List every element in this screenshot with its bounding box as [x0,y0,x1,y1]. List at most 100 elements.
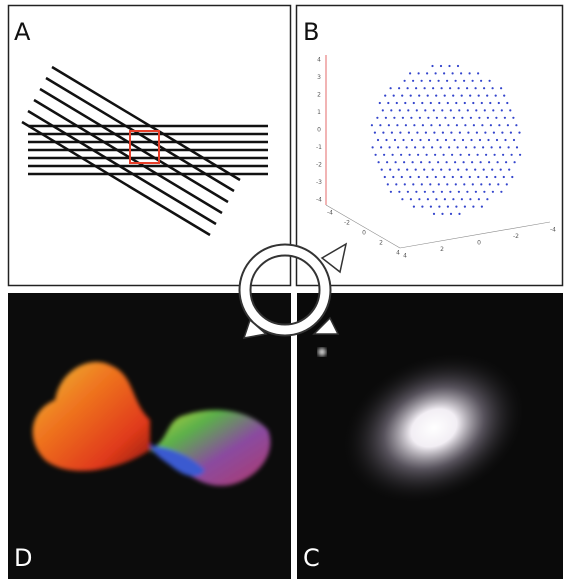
lattice-point [448,65,450,67]
lattice-point [418,72,420,74]
lattice-point [432,169,434,171]
lattice-point [465,146,467,148]
lattice-point [430,102,432,104]
lattice-point [433,132,435,134]
lattice-point [513,139,515,141]
lattice-point [455,206,457,208]
lattice-point [474,146,476,148]
lattice-point [390,109,392,111]
lattice-point [466,191,468,193]
lattice-point [399,109,401,111]
lattice-point [392,154,394,156]
tick-label: 0 [317,127,321,134]
lattice-point [438,80,440,82]
lattice-point [429,161,431,163]
lattice-point [440,146,442,148]
lattice-point [472,80,474,82]
lattice-point [500,169,502,171]
lattice-point [422,124,424,126]
lattice-point [441,109,443,111]
lattice-point [450,213,452,215]
lattice-point [485,154,487,156]
lattice-point [460,72,462,74]
lattice-point [395,183,397,185]
lattice-point [490,124,492,126]
tick-label: 4 [317,57,321,64]
tick-label: -2 [344,220,350,227]
lattice-point [508,146,510,148]
lattice-point [444,95,446,97]
lattice-point [438,183,440,185]
lattice-point [424,109,426,111]
panel-label: A [14,18,31,46]
lattice-point [385,117,387,119]
lattice-point [454,161,456,163]
lattice-point [500,87,502,89]
lattice-point [412,161,414,163]
lattice-point [495,95,497,97]
lattice-point [459,132,461,134]
lattice-point [477,176,479,178]
lattice-point [469,176,471,178]
lattice-point [437,161,439,163]
lattice-point [382,132,384,134]
lattice-point [435,198,437,200]
lattice-point [425,132,427,134]
lattice-point [402,139,404,141]
lattice-point [404,80,406,82]
lattice-point [463,80,465,82]
lattice-point [447,206,449,208]
lattice-point [424,87,426,89]
lattice-point [374,132,376,134]
lattice-point [519,154,521,156]
lattice-point [371,124,373,126]
lattice-point [390,191,392,193]
lattice-point [460,154,462,156]
lattice-point [464,102,466,104]
lattice-point [483,169,485,171]
lattice-point [449,87,451,89]
lattice-point [428,139,430,141]
lattice-point [451,154,453,156]
lattice-point [393,117,395,119]
lattice-point [491,169,493,171]
lattice-point [415,191,417,193]
lattice-point [514,161,516,163]
lattice-point [496,139,498,141]
panel-a [9,6,291,286]
lattice-point [406,169,408,171]
lattice-point [461,117,463,119]
lattice-point [443,154,445,156]
lattice-point [463,183,465,185]
lattice-point [466,87,468,89]
lattice-point [401,176,403,178]
lattice-point [472,102,474,104]
lattice-point [464,124,466,126]
lattice-point [476,132,478,134]
lattice-point [453,139,455,141]
lattice-point [487,139,489,141]
lattice-point [394,139,396,141]
lattice-point [393,95,395,97]
lattice-point [450,132,452,134]
lattice-point [472,183,474,185]
lattice-point [386,161,388,163]
lattice-point [457,65,459,67]
lattice-point [389,146,391,148]
lattice-point [395,161,397,163]
lattice-point [502,154,504,156]
lattice-point [469,198,471,200]
lattice-point [398,169,400,171]
lattice-point [432,191,434,193]
lattice-point [444,198,446,200]
tick-label: 4 [403,253,407,260]
tick-label: 2 [379,240,383,247]
panel-b [297,6,563,286]
lattice-point [478,198,480,200]
lattice-point [392,176,394,178]
lattice-point [416,109,418,111]
lattice-point [510,132,512,134]
lattice-point [458,191,460,193]
lattice-point [480,183,482,185]
lattice-point [449,191,451,193]
